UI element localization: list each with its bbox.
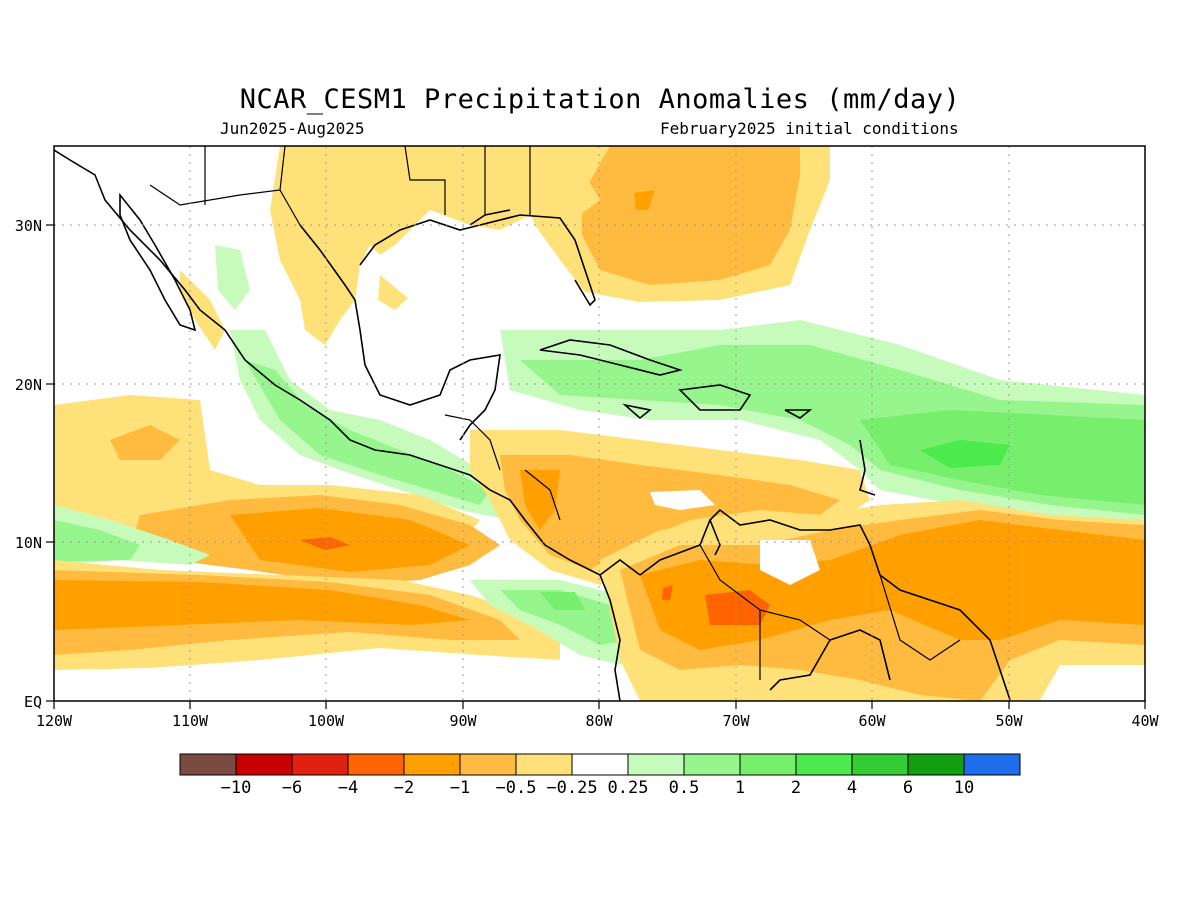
colorbar-swatch [851,753,909,776]
colorbar-swatch [179,753,237,776]
colorbar-swatch [571,753,629,776]
lon-label: 60W [858,712,886,730]
map-title: NCAR_CESM1 Precipitation Anomalies (mm/d… [239,84,961,115]
colorbar-label: −6 [282,778,302,798]
colorbar-label: 0.25 [608,778,649,798]
coastlines [54,149,1011,701]
dry-region-pacific-band-core [230,508,470,572]
political-borders [149,146,961,680]
colorbar-label: 0.5 [669,778,700,798]
wet-region-pacific-west-core [54,520,140,562]
lat-label: 30N [15,217,42,235]
dry-region-baja [180,270,225,350]
dry-spot-florida [560,175,600,215]
anomaly-field [54,146,1145,701]
wet-max-atlantic [920,440,1010,468]
colorbar-swatch [627,753,685,776]
lon-label: 90W [449,712,477,730]
colorbar-label: 6 [903,778,913,798]
colorbar-swatch [739,753,797,776]
lat-label: 10N [15,534,42,552]
wet-spot-mexico [215,245,250,310]
dry-region-us-south [270,146,540,345]
initial-conditions: February2025 initial conditions [660,119,959,138]
longitude-labels: 120W 110W 100W 90W 80W 70W 60W 50W 40W [36,712,1160,730]
dry-region-pacific-south-core [54,580,470,630]
lon-label: 80W [585,712,613,730]
neutral-spot-venezuela [650,490,715,510]
colorbar-label: −10 [221,778,252,798]
colorbar [179,753,1021,776]
lon-label: 120W [36,712,73,730]
dry-region-pacific-north-core [110,425,180,460]
colorbar-label: 4 [847,778,857,798]
dry-spot-gulf [378,275,408,310]
colorbar-label: 1 [735,778,745,798]
axis-ticks [46,224,1146,709]
colorbar-label: −2 [394,778,414,798]
colorbar-swatch [963,753,1021,776]
lon-label: 100W [308,712,345,730]
colorbar-label: −0.25 [546,778,597,798]
colorbar-swatch [683,753,741,776]
wet-region-colombia-pacific-core [500,590,630,645]
graticule [54,146,1145,701]
colorbar-labels: −10 −6 −4 −2 −1 −0.5 −0.25 0.25 0.5 1 2 4 6 10 [221,778,975,798]
lon-label: 110W [172,712,209,730]
wet-max-colombia-pacific [540,592,585,610]
neutral-spot-guiana [760,540,820,585]
colorbar-swatch [907,753,965,776]
dry-max-pacific [300,537,350,550]
colorbar-label: −1 [450,778,470,798]
lat-label: 20N [15,376,42,394]
colorbar-swatch [291,753,349,776]
dry-region-central-america-core [500,455,840,570]
dry-region-atlantic-north-core [582,146,800,285]
wet-region-pacific-coast-core [245,360,490,505]
dry-spot-colombia [662,585,673,600]
lat-label: EQ [24,693,42,711]
lon-label: 40W [1131,712,1159,730]
colorbar-label: 10 [954,778,974,798]
colorbar-swatch [235,753,293,776]
colorbar-swatch [515,753,573,776]
dry-max-venezuela [705,590,770,625]
colorbar-swatch [347,753,405,776]
colorbar-label: 2 [791,778,801,798]
lon-label: 70W [722,712,750,730]
lon-label: 50W [995,712,1023,730]
dry-max-central-america [520,470,560,530]
latitude-labels: EQ 10N 20N 30N [15,217,42,711]
colorbar-label: −0.5 [496,778,537,798]
colorbar-swatch [795,753,853,776]
forecast-period: Jun2025-Aug2025 [220,119,365,138]
dry-spot-atlantic [634,190,655,210]
colorbar-swatch [403,753,461,776]
colorbar-swatch [459,753,517,776]
colorbar-label: −4 [338,778,358,798]
